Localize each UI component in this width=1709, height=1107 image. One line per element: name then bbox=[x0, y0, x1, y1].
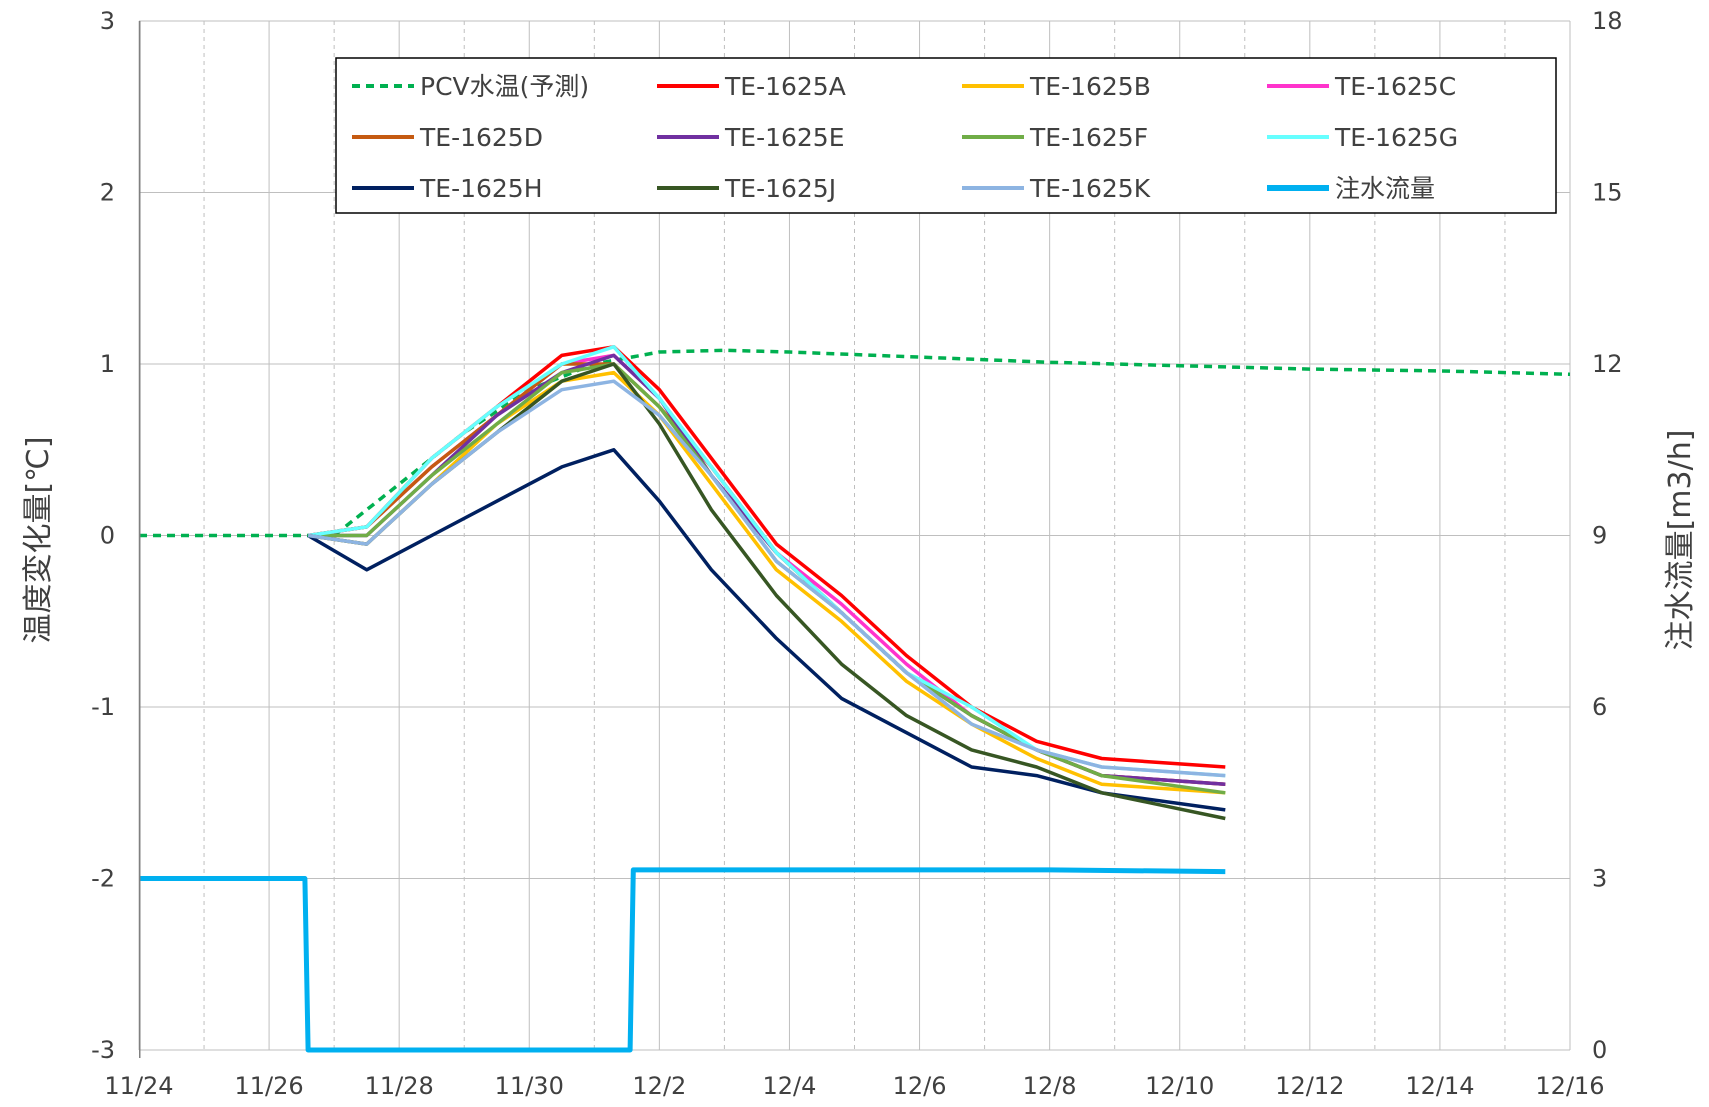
series-lines bbox=[139, 345, 1571, 1053]
x-tick-label: 12/14 bbox=[1405, 1072, 1474, 1100]
y2-tick-label: 15 bbox=[1592, 179, 1623, 207]
y-tick-label: 0 bbox=[100, 522, 115, 550]
legend-label: TE-1625G bbox=[1334, 123, 1458, 152]
legend-label: TE-1625J bbox=[724, 174, 836, 203]
legend-label: TE-1625H bbox=[419, 174, 543, 203]
series-line bbox=[307, 362, 1226, 821]
x-tick-label: 12/4 bbox=[763, 1072, 817, 1100]
y-tick-label: 3 bbox=[100, 7, 115, 35]
y2-tick-label: 0 bbox=[1592, 1036, 1607, 1064]
x-tick-label: 12/10 bbox=[1145, 1072, 1214, 1100]
y-axis-title: 温度変化量[℃] bbox=[21, 436, 56, 643]
x-tick-label: 11/26 bbox=[235, 1072, 304, 1100]
legend-label: TE-1625C bbox=[1334, 72, 1456, 101]
x-tick-label: 12/8 bbox=[1023, 1072, 1077, 1100]
y2-axis-title: 注水流量[m3/h] bbox=[1663, 430, 1698, 651]
legend-label: TE-1625D bbox=[419, 123, 543, 152]
series-line bbox=[307, 448, 1226, 812]
x-tick-label: 12/16 bbox=[1535, 1072, 1604, 1100]
series-line bbox=[307, 353, 1226, 786]
y2-tick-label: 6 bbox=[1592, 693, 1607, 721]
y-tick-label: -3 bbox=[91, 1036, 115, 1064]
series-line bbox=[307, 370, 1226, 795]
y-tick-label: 2 bbox=[100, 179, 115, 207]
y2-tick-label: 18 bbox=[1592, 7, 1623, 35]
legend-label: TE-1625F bbox=[1029, 123, 1148, 152]
series-line bbox=[139, 348, 1571, 538]
y-tick-label: -2 bbox=[91, 865, 115, 893]
plot-border-left bbox=[139, 21, 141, 1058]
series-line bbox=[308, 353, 1226, 786]
legend-label: TE-1625A bbox=[724, 72, 846, 101]
x-tick-label: 12/2 bbox=[632, 1072, 686, 1100]
series-line bbox=[139, 867, 1226, 1053]
x-tick-label: 11/28 bbox=[365, 1072, 434, 1100]
legend-label: TE-1625B bbox=[1029, 72, 1151, 101]
y-axis-ticks: 3 2 1 0 -1 -2 -3 bbox=[91, 7, 115, 1064]
x-axis-ticks: 11/24 11/26 11/28 11/30 12/2 12/4 12/6 12/8 12/1… bbox=[104, 1072, 1604, 1100]
x-tick-label: 11/24 bbox=[104, 1072, 173, 1100]
legend: PCV水温(予測) TE-1625A TE-1625B TE-1625C TE-1625… bbox=[335, 57, 1557, 214]
y2-tick-label: 9 bbox=[1592, 522, 1607, 550]
series-line bbox=[307, 345, 1226, 778]
y2-tick-label: 12 bbox=[1592, 350, 1623, 378]
x-tick-label: 12/12 bbox=[1275, 1072, 1344, 1100]
y2-axis-ticks: 18 15 12 9 6 3 0 bbox=[1592, 7, 1623, 1064]
legend-label: TE-1625K bbox=[1029, 174, 1151, 203]
series-line bbox=[308, 362, 1226, 795]
x-tick-label: 11/30 bbox=[495, 1072, 564, 1100]
legend-label: TE-1625E bbox=[724, 123, 845, 152]
y-tick-label: 1 bbox=[100, 350, 115, 378]
legend-box bbox=[335, 57, 1557, 214]
series-line bbox=[307, 362, 1226, 786]
x-tick-label: 12/6 bbox=[893, 1072, 947, 1100]
y-tick-label: -1 bbox=[91, 693, 115, 721]
legend-label: PCV水温(予測) bbox=[420, 72, 589, 101]
series-line bbox=[307, 379, 1226, 778]
y2-tick-label: 3 bbox=[1592, 865, 1607, 893]
legend-label: 注水流量 bbox=[1335, 174, 1435, 203]
